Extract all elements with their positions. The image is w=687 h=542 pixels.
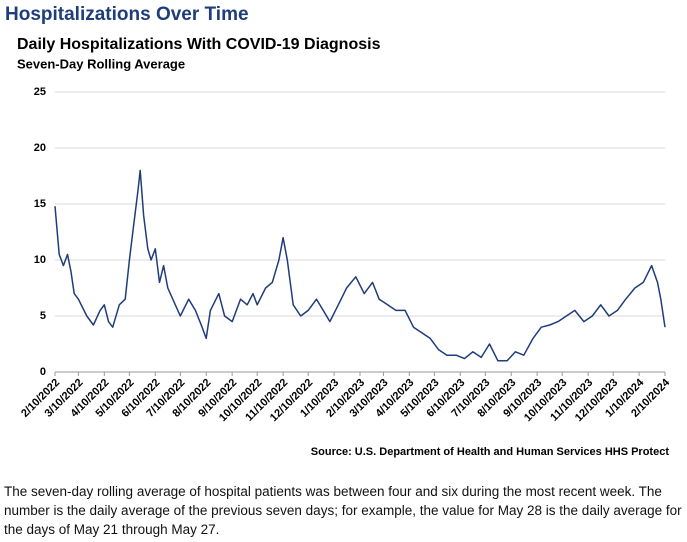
- data-line: [54, 169, 666, 362]
- y-tick-label: 25: [34, 86, 46, 98]
- y-tick-label: 0: [40, 366, 46, 378]
- y-tick-label: 20: [34, 142, 46, 154]
- description: The seven-day rolling average of hospita…: [4, 484, 682, 537]
- source-note: Source: U.S. Department of Health and Hu…: [311, 446, 670, 458]
- page-title: Hospitalizations Over Time: [5, 4, 249, 25]
- y-tick-label: 10: [34, 254, 46, 266]
- chart: Hospitalizations Over Time Daily Hospita…: [5, 4, 673, 458]
- y-tick-label: 5: [40, 310, 46, 322]
- chart-subtitle: Seven-Day Rolling Average: [17, 56, 185, 71]
- y-tick-label: 15: [34, 198, 46, 210]
- chart-title: Daily Hospitalizations With COVID-19 Dia…: [17, 36, 381, 53]
